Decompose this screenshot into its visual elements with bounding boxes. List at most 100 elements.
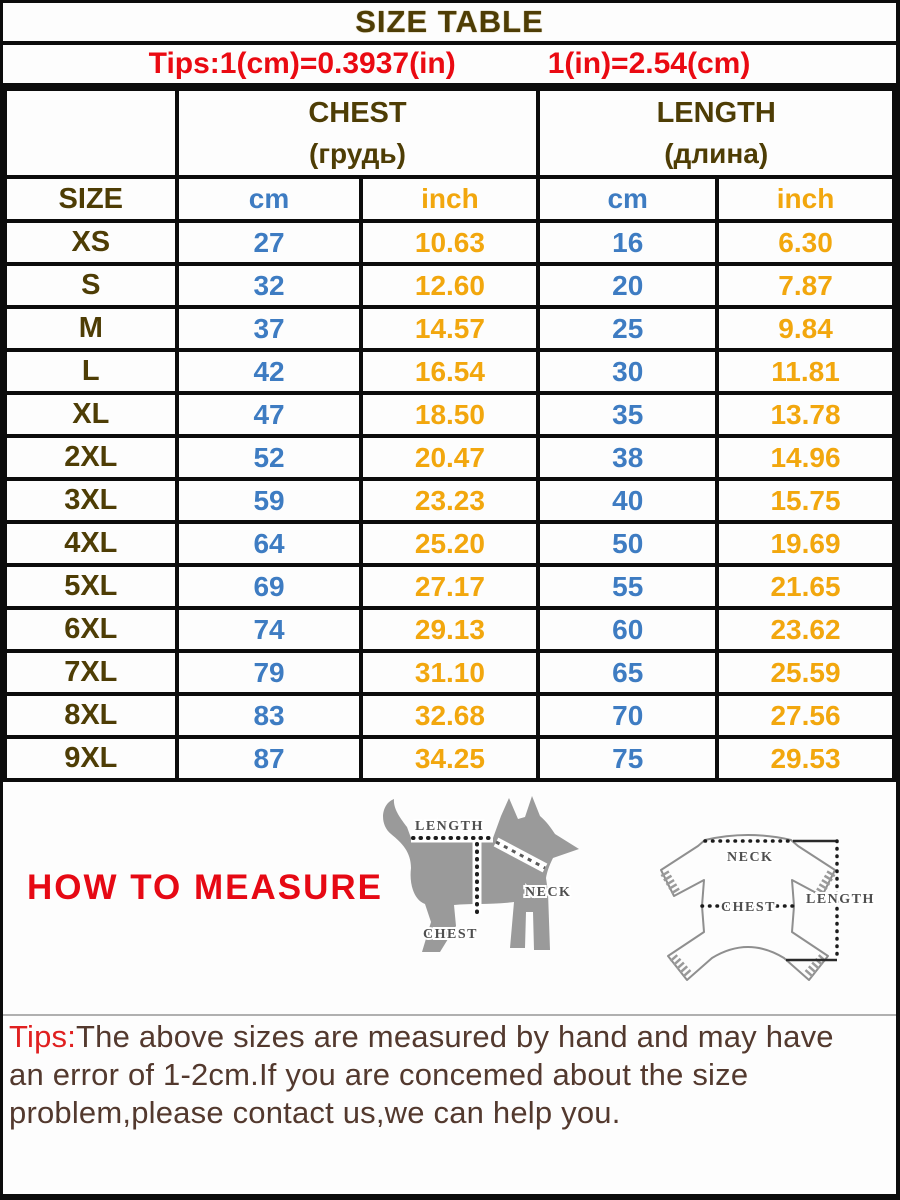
garment-length-label: LENGTH — [806, 892, 875, 907]
length-inch-value: 9.84 — [715, 305, 896, 352]
size-value: M — [3, 305, 179, 352]
garment-neck-label: NECK — [727, 850, 773, 865]
table-row: 5XL 69 27.17 55 21.65 — [3, 563, 896, 610]
page-title: SIZE TABLE — [355, 4, 544, 39]
chest-cm-value: 64 — [174, 520, 364, 567]
footer-tips-prefix: Tips: — [9, 1019, 77, 1054]
chest-inch-value: 34.25 — [359, 735, 541, 782]
conversion-in-to-cm: 1(in)=2.54(cm) — [547, 47, 751, 80]
chest-inch-value: 18.50 — [359, 391, 541, 438]
length-cm-value: 20 — [536, 262, 720, 309]
table-row: 6XL 74 29.13 60 23.62 — [3, 606, 896, 653]
length-cm-value: 35 — [536, 391, 720, 438]
length-label: LENGTH — [656, 97, 776, 129]
size-value: 6XL — [3, 606, 179, 653]
table-row: 4XL 64 25.20 50 19.69 — [3, 520, 896, 567]
conversion-row: Tips:1(cm)=0.3937(in) 1(in)=2.54(cm) — [3, 45, 896, 87]
garment-chest-label: CHEST — [721, 900, 776, 915]
chest-inch-value: 10.63 — [359, 219, 541, 266]
group-header-length: LENGTH (длина) — [536, 87, 896, 179]
corner-cell — [3, 87, 179, 179]
chest-cm-header: cm — [174, 175, 364, 223]
size-value: XS — [3, 219, 179, 266]
size-table: CHEST (грудь) LENGTH (длина) SIZE cm inc… — [3, 87, 896, 782]
table-row: L 42 16.54 30 11.81 — [3, 348, 896, 395]
length-inch-value: 25.59 — [715, 649, 896, 696]
table-row: S 32 12.60 20 7.87 — [3, 262, 896, 309]
length-inch-value: 7.87 — [715, 262, 896, 309]
chest-inch-value: 16.54 — [359, 348, 541, 395]
length-cm-value: 38 — [536, 434, 720, 481]
length-cm-value: 16 — [536, 219, 720, 266]
chest-cm-value: 69 — [174, 563, 364, 610]
title-row: SIZE TABLE — [3, 3, 896, 45]
chest-inch-value: 29.13 — [359, 606, 541, 653]
garment-measure-diagram-icon: NECK CHEST LENGTH — [660, 834, 875, 981]
table-row: M 37 14.57 25 9.84 — [3, 305, 896, 352]
chest-inch-value: 32.68 — [359, 692, 541, 739]
size-value: 7XL — [3, 649, 179, 696]
length-inch-value: 19.69 — [715, 520, 896, 567]
length-inch-value: 14.96 — [715, 434, 896, 481]
length-inch-value: 13.78 — [715, 391, 896, 438]
chest-cm-value: 87 — [174, 735, 364, 782]
length-inch-value: 27.56 — [715, 692, 896, 739]
length-inch-header: inch — [715, 175, 896, 223]
size-value: XL — [3, 391, 179, 438]
chest-cm-value: 27 — [174, 219, 364, 266]
dog-chest-label: CHEST — [423, 927, 478, 942]
chest-sublabel: (грудь) — [309, 138, 406, 169]
length-inch-value: 23.62 — [715, 606, 896, 653]
how-to-measure-section: HOW TO MEASURE LENGTH NECK CHEST — [3, 782, 896, 1014]
size-value: 9XL — [3, 735, 179, 782]
how-to-measure-title: HOW TO MEASURE — [27, 868, 383, 907]
chest-cm-value: 74 — [174, 606, 364, 653]
chest-inch-value: 31.10 — [359, 649, 541, 696]
size-value: 8XL — [3, 692, 179, 739]
group-header-chest: CHEST (грудь) — [174, 87, 541, 179]
table-row: 2XL 52 20.47 38 14.96 — [3, 434, 896, 481]
length-cm-value: 65 — [536, 649, 720, 696]
length-cm-value: 25 — [536, 305, 720, 352]
chest-cm-value: 32 — [174, 262, 364, 309]
table-row: XS 27 10.63 16 6.30 — [3, 219, 896, 266]
table-row: XL 47 18.50 35 13.78 — [3, 391, 896, 438]
table-row: 8XL 83 32.68 70 27.56 — [3, 692, 896, 739]
length-inch-value: 15.75 — [715, 477, 896, 524]
chest-cm-value: 37 — [174, 305, 364, 352]
size-value: L — [3, 348, 179, 395]
table-row: 3XL 59 23.23 40 15.75 — [3, 477, 896, 524]
size-column-header: SIZE — [3, 175, 179, 223]
chest-cm-value: 42 — [174, 348, 364, 395]
length-inch-value: 21.65 — [715, 563, 896, 610]
length-cm-value: 55 — [536, 563, 720, 610]
footer-tips-line3: problem,please contact us,we can help yo… — [9, 1095, 621, 1130]
chest-inch-value: 25.20 — [359, 520, 541, 567]
length-sublabel: (длина) — [664, 138, 769, 169]
chest-inch-value: 12.60 — [359, 262, 541, 309]
length-cm-value: 70 — [536, 692, 720, 739]
size-value: 4XL — [3, 520, 179, 567]
chest-cm-value: 52 — [174, 434, 364, 481]
length-cm-value: 30 — [536, 348, 720, 395]
chest-cm-value: 79 — [174, 649, 364, 696]
chest-cm-value: 47 — [174, 391, 364, 438]
length-cm-value: 50 — [536, 520, 720, 567]
table-row: 7XL 79 31.10 65 25.59 — [3, 649, 896, 696]
size-value: 2XL — [3, 434, 179, 481]
chest-inch-value: 20.47 — [359, 434, 541, 481]
footer-tips-line2: an error of 1-2cm.If you are concemed ab… — [9, 1057, 749, 1092]
chest-inch-value: 27.17 — [359, 563, 541, 610]
dog-measure-diagram-icon: LENGTH NECK CHEST — [383, 796, 579, 952]
table-group-header-row: CHEST (грудь) LENGTH (длина) — [3, 87, 896, 179]
footer-tips: Tips:The above sizes are measured by han… — [3, 1014, 896, 1132]
conversion-cm-to-in: Tips:1(cm)=0.3937(in) — [148, 47, 456, 80]
length-inch-value: 29.53 — [715, 735, 896, 782]
length-cm-value: 75 — [536, 735, 720, 782]
size-value: 3XL — [3, 477, 179, 524]
size-value: S — [3, 262, 179, 309]
dog-neck-label: NECK — [525, 885, 571, 900]
chest-inch-value: 14.57 — [359, 305, 541, 352]
length-inch-value: 6.30 — [715, 219, 896, 266]
